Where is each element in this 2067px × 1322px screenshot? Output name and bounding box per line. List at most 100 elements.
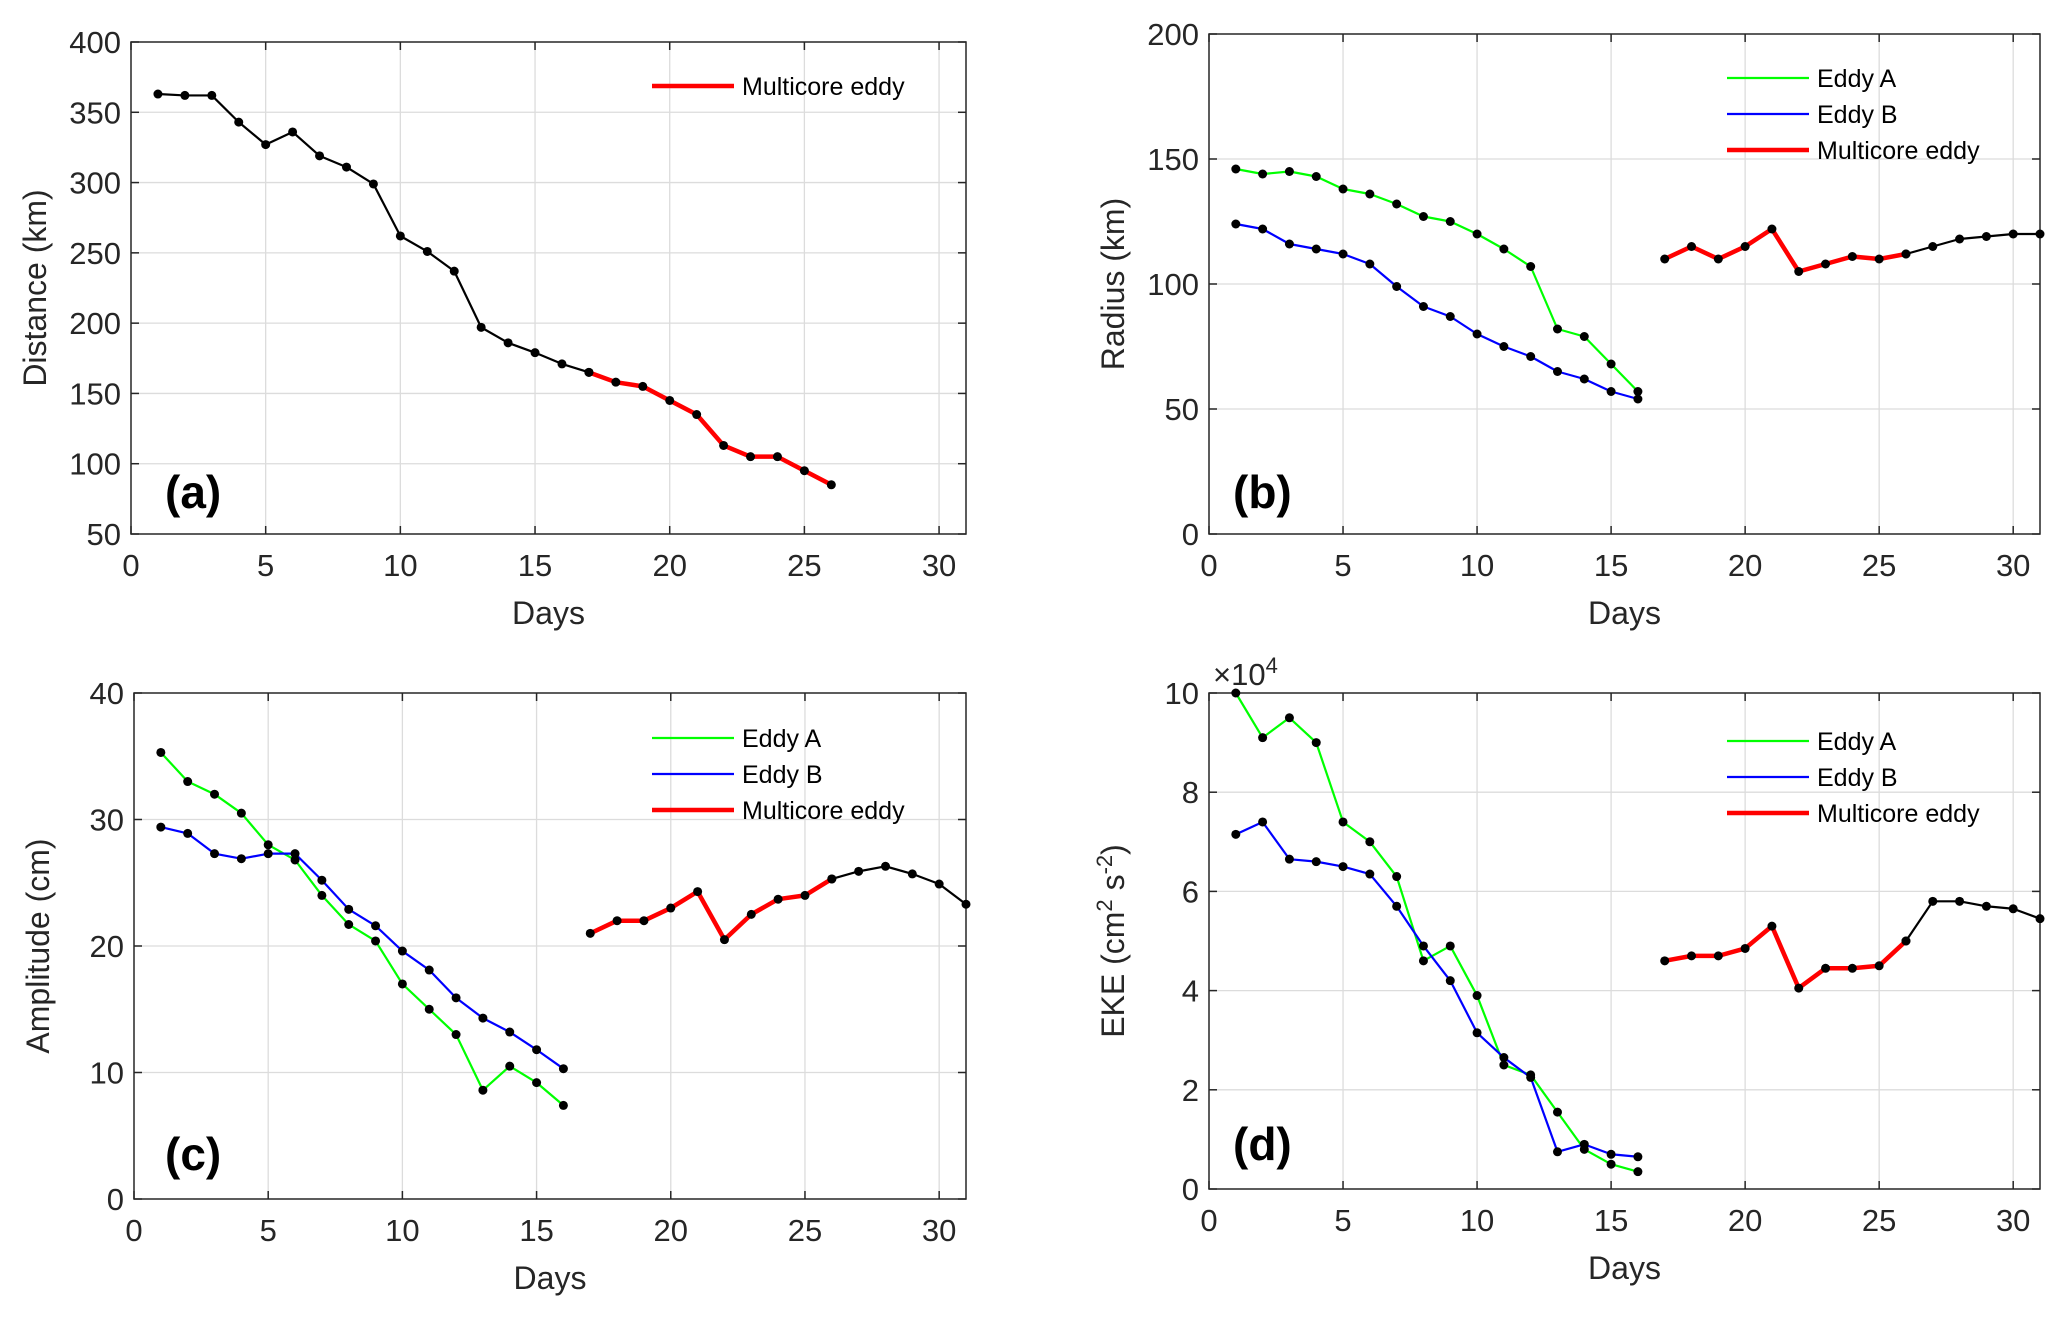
data-point <box>1526 1072 1536 1082</box>
data-point <box>880 861 890 871</box>
x-tick-label: 25 <box>1862 548 1896 583</box>
legend-label: Eddy B <box>1817 101 1898 129</box>
data-point <box>907 869 917 879</box>
data-point <box>156 822 166 832</box>
series-line-eddy-a <box>1235 167 1639 393</box>
x-tick-label: 20 <box>1728 548 1762 583</box>
data-point <box>451 993 461 1003</box>
data-point <box>1445 941 1455 951</box>
data-point <box>236 808 246 818</box>
data-point <box>422 246 432 256</box>
legend-label: Eddy A <box>742 725 822 753</box>
data-point <box>476 322 486 332</box>
data-point <box>503 338 513 348</box>
data-point <box>288 127 298 137</box>
data-point <box>1418 302 1428 311</box>
data-point <box>1526 352 1536 361</box>
data-point <box>395 231 405 241</box>
series-line-multicore-eddy <box>588 370 833 487</box>
data-point <box>317 875 327 885</box>
y-tick-label: 40 <box>90 676 124 711</box>
data-point <box>693 887 703 897</box>
data-point <box>1874 254 1884 264</box>
data-point <box>692 410 702 420</box>
data-point <box>639 916 649 926</box>
data-point <box>1284 854 1294 864</box>
data-point <box>1552 324 1562 334</box>
y-tick-label: 30 <box>90 803 124 838</box>
x-tick-label: 30 <box>922 548 956 583</box>
data-point <box>153 89 163 99</box>
x-axis-title: Days <box>512 595 585 631</box>
data-point <box>666 903 676 913</box>
data-point <box>1445 976 1455 986</box>
data-point <box>799 466 809 476</box>
data-point <box>1365 189 1375 199</box>
y-tick-label: 8 <box>1182 775 1199 810</box>
data-point <box>210 849 220 859</box>
data-point <box>1713 951 1723 961</box>
data-point <box>612 916 622 926</box>
data-point <box>558 1064 568 1074</box>
data-point <box>156 747 166 757</box>
data-point <box>1713 254 1723 264</box>
x-tick-label: 15 <box>1594 548 1628 583</box>
data-point <box>530 348 540 358</box>
legend-label: Multicore eddy <box>1817 800 1980 828</box>
panel-label: (d) <box>1233 1118 1292 1170</box>
data-point <box>505 1061 515 1071</box>
data-point <box>2008 904 2018 914</box>
y-tick-label: 100 <box>1147 267 1199 302</box>
data-point <box>341 162 351 172</box>
y-axis-title: Distance (km) <box>17 189 53 386</box>
series-line-post-merger <box>831 865 967 906</box>
data-point <box>746 909 756 919</box>
data-point <box>1418 941 1428 951</box>
x-tick-label: 0 <box>1200 1203 1217 1238</box>
data-point <box>1901 936 1911 946</box>
legend-label: Eddy A <box>1817 728 1897 756</box>
data-point <box>1740 943 1750 953</box>
data-point <box>1472 229 1482 239</box>
x-tick-label: 30 <box>1996 548 2030 583</box>
panel-a: 0 5 10 15 20 25 30 50 100 150 200 250 300 350 400 Days D… <box>17 25 967 631</box>
series-line-multicore-eddy <box>1664 923 1908 991</box>
y-tick-label: 4 <box>1182 974 1199 1009</box>
y-tick-label: 100 <box>69 447 121 482</box>
data-point <box>207 90 217 100</box>
data-point <box>1338 862 1348 872</box>
x-tick-label: 5 <box>260 1213 277 1248</box>
data-point <box>1258 733 1268 743</box>
data-point <box>1606 1149 1616 1159</box>
data-point <box>1499 244 1509 254</box>
legend-label: Eddy B <box>742 761 823 789</box>
y-tick-label: 50 <box>1165 392 1199 427</box>
panel-d: 0 5 10 15 20 25 30 0 2 4 6 8 10 Days EKE (cm2 s-2) ×104… <box>1092 653 2045 1286</box>
x-tick-label: 5 <box>1334 1203 1351 1238</box>
data-point <box>1740 242 1750 251</box>
data-point <box>826 480 836 490</box>
data-point <box>1928 896 1938 906</box>
plot-frame <box>1208 692 2041 1190</box>
data-point <box>1365 259 1375 269</box>
x-tick-label: 10 <box>1460 1203 1494 1238</box>
data-point <box>1499 342 1509 351</box>
panel-b: 0 5 10 15 20 25 30 0 50 100 150 200 Days Radius (km) E… <box>1095 17 2045 631</box>
data-point <box>854 866 864 876</box>
data-point <box>585 928 595 938</box>
data-point <box>371 921 381 931</box>
data-point <box>638 381 648 391</box>
x-tick-label: 5 <box>257 548 274 583</box>
data-point <box>368 179 378 189</box>
y-tick-label: 200 <box>1147 17 1199 52</box>
data-point <box>1284 713 1294 723</box>
data-point <box>1311 738 1321 748</box>
x-tick-label: 20 <box>652 548 686 583</box>
data-point <box>1445 312 1455 321</box>
grid-lines <box>1209 693 2040 1189</box>
y-axis-title: Amplitude (cm) <box>20 838 56 1053</box>
data-point <box>290 855 300 865</box>
data-point <box>263 849 273 859</box>
data-point <box>234 117 244 127</box>
data-point <box>505 1027 515 1037</box>
